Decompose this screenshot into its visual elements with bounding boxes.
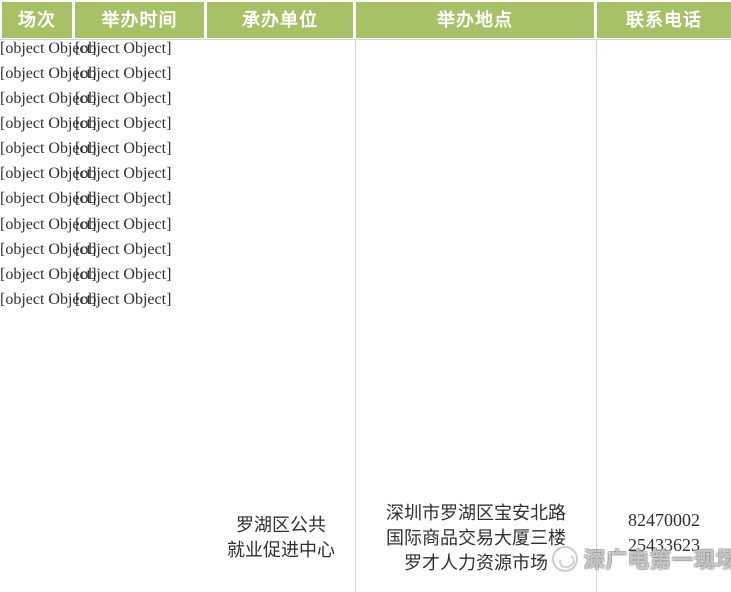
- header-cell-session: 场次: [0, 2, 75, 38]
- organizer-line: [object Object]: [0, 265, 97, 283]
- location-text: 深圳市罗湖区宝安北路 国际商品交易大厦三楼 罗才人力资源市场: [386, 501, 566, 576]
- header-cell-location: 举办地点: [356, 2, 597, 38]
- table-header-row: 场次 举办时间 承办单位 举办地点 联系电话: [0, 2, 731, 38]
- organizer-line: [object Object]: [75, 65, 172, 83]
- phone-line: 82470002: [628, 509, 700, 530]
- header-cell-organizer: 承办单位: [207, 2, 356, 38]
- organizer-merged-cell: 罗湖区公共就业促进中心: [207, 40, 356, 592]
- organizer-line: [object Object]: [0, 165, 97, 183]
- organizer-line: [object Object]: [0, 140, 97, 158]
- location-line: 国际商品交易大厦三楼: [386, 527, 566, 548]
- organizer-line: [object Object]: [75, 190, 172, 208]
- organizer-line: [object Object]: [0, 190, 97, 208]
- header-cell-date: 举办时间: [75, 2, 207, 38]
- organizer-line: [object Object]: [75, 115, 172, 133]
- organizer-line: [object Object]: [75, 40, 172, 57]
- phone-text: 82470002 25433623: [628, 508, 700, 558]
- organizer-line: [object Object]: [75, 165, 172, 183]
- location-line: 罗才人力资源市场: [404, 552, 548, 573]
- organizer-line: [object Object]: [75, 215, 172, 233]
- organizer-line: [object Object]: [75, 290, 172, 308]
- location-merged-cell: 深圳市罗湖区宝安北路 国际商品交易大厦三楼 罗才人力资源市场: [356, 40, 597, 592]
- organizer-line: [object Object]: [75, 90, 172, 108]
- organizer-line: [object Object]: [0, 90, 97, 108]
- table-body: 罗湖区公共就业促进中心 深圳市罗湖区宝安北路 国际商品交易大厦三楼 罗才人力资源市场…: [0, 39, 731, 592]
- organizer-line: [object Object]: [0, 290, 97, 308]
- organizer-line: [object Object]: [0, 215, 97, 233]
- phone-merged-cell: 82470002 25433623: [597, 40, 731, 592]
- organizer-line: [object Object]: [75, 140, 172, 158]
- organizer-line: 就业促进中心: [227, 539, 335, 560]
- organizer-line: [object Object]: [75, 240, 172, 258]
- location-line: 深圳市罗湖区宝安北路: [386, 502, 566, 523]
- phone-line: 25433623: [628, 534, 700, 555]
- organizer-text: 罗湖区公共就业促进中心: [227, 513, 335, 563]
- organizer-line: [object Object]: [0, 240, 97, 258]
- organizer-line: [object Object]: [0, 40, 97, 57]
- organizer-line: [object Object]: [0, 115, 97, 133]
- header-cell-phone: 联系电话: [597, 2, 731, 38]
- organizer-line: [object Object]: [0, 65, 97, 83]
- organizer-line: 罗湖区公共: [236, 514, 326, 535]
- organizer-line: [object Object]: [75, 265, 172, 283]
